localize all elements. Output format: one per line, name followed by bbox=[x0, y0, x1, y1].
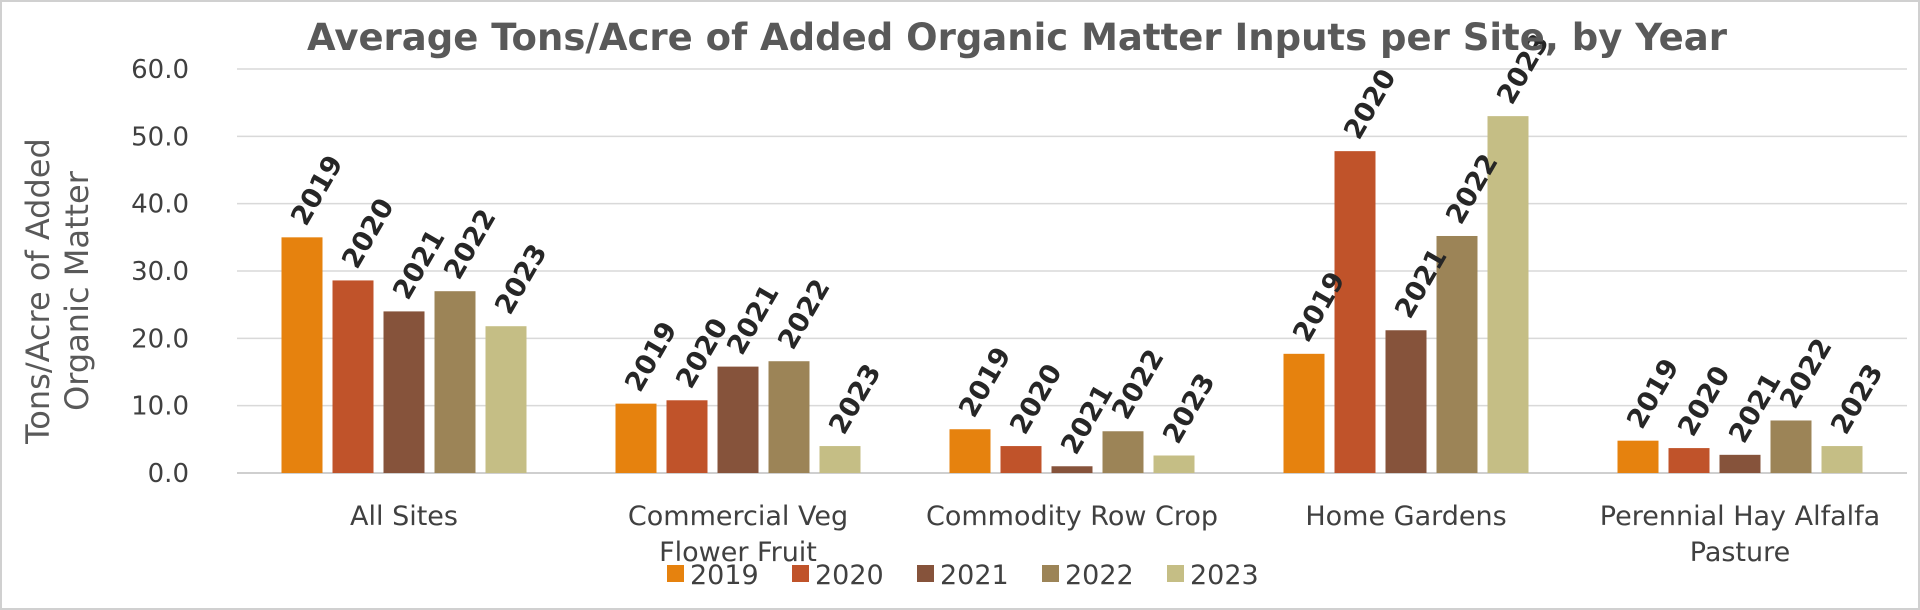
bar-2019 bbox=[949, 429, 991, 473]
bar-2022 bbox=[1436, 235, 1478, 473]
data-label: 2020 bbox=[1004, 359, 1068, 440]
category-label: Home Gardens bbox=[1305, 501, 1506, 532]
bar-2021 bbox=[383, 311, 425, 473]
category-label: Perennial Hay Alfalfa bbox=[1600, 501, 1880, 532]
legend-swatch-2021 bbox=[917, 565, 934, 582]
y-axis-title: Tons/Acre of Added Organic Matter bbox=[19, 138, 96, 445]
category-label: Pasture bbox=[1690, 537, 1791, 568]
bar-2021 bbox=[1385, 330, 1427, 473]
data-label: 2022 bbox=[1106, 344, 1170, 425]
y-tick-label: 60.0 bbox=[131, 55, 189, 85]
data-label: 2019 bbox=[619, 317, 683, 398]
legend-entry: 2022 bbox=[1065, 560, 1134, 591]
bar-2021 bbox=[1719, 454, 1761, 473]
legend-entry: 2021 bbox=[940, 560, 1009, 591]
data-label: 2019 bbox=[285, 150, 349, 231]
bar-2019 bbox=[1617, 440, 1659, 473]
legend: 2019 2020 2021 2022 2023 bbox=[667, 560, 1259, 591]
data-label: 2022 bbox=[1774, 333, 1838, 414]
bar-2019 bbox=[615, 403, 657, 473]
data-label: 2023 bbox=[1825, 359, 1889, 440]
bar-2022 bbox=[434, 291, 476, 473]
bar-2023 bbox=[819, 446, 861, 473]
legend-swatch-2020 bbox=[792, 565, 809, 582]
bar-2022 bbox=[1770, 420, 1812, 473]
y-axis-title-line-1: Tons/Acre of Added bbox=[19, 138, 57, 445]
data-label: 2019 bbox=[953, 342, 1017, 423]
bar-2019 bbox=[281, 237, 323, 473]
bar-2023 bbox=[1821, 446, 1863, 473]
data-label: 2023 bbox=[1157, 368, 1221, 449]
bar-2022 bbox=[1102, 431, 1144, 473]
y-tick-label: 50.0 bbox=[131, 122, 189, 152]
bar-2021 bbox=[1051, 466, 1093, 473]
bar-2023 bbox=[1487, 116, 1529, 473]
category-label: Commercial Veg bbox=[628, 501, 848, 532]
legend-entry: 2019 bbox=[690, 560, 759, 591]
bar-2020 bbox=[666, 400, 708, 473]
y-tick-label: 20.0 bbox=[131, 324, 189, 354]
bar-2023 bbox=[485, 326, 527, 473]
bar-2019 bbox=[1283, 353, 1325, 473]
bar-2020 bbox=[332, 280, 374, 473]
bar-2022 bbox=[768, 361, 810, 473]
data-label: 2023 bbox=[823, 359, 887, 440]
legend-swatch-2022 bbox=[1042, 565, 1059, 582]
bar-2023 bbox=[1153, 455, 1195, 473]
y-axis: 0.0 10.0 20.0 30.0 40.0 50.0 60.0 bbox=[131, 55, 189, 489]
chart-title: Average Tons/Acre of Added Organic Matte… bbox=[307, 16, 1728, 59]
legend-entry: 2020 bbox=[815, 560, 884, 591]
x-axis: All Sites Commercial Veg Flower Fruit Commo… bbox=[350, 501, 1880, 568]
y-tick-label: 30.0 bbox=[131, 257, 189, 287]
bar-2020 bbox=[1000, 446, 1042, 473]
data-label: 2021 bbox=[721, 280, 785, 361]
category-label: Commodity Row Crop bbox=[926, 501, 1218, 532]
bars bbox=[281, 116, 1863, 473]
data-label: 2020 bbox=[336, 193, 400, 274]
y-tick-label: 0.0 bbox=[148, 459, 189, 489]
legend-swatch-2019 bbox=[667, 565, 684, 582]
data-label: 2022 bbox=[772, 274, 836, 355]
legend-swatch-2023 bbox=[1167, 565, 1184, 582]
data-label: 2023 bbox=[489, 239, 553, 320]
y-tick-label: 10.0 bbox=[131, 392, 189, 422]
bar-2020 bbox=[1668, 448, 1710, 473]
bar-2021 bbox=[717, 366, 759, 473]
bar-2020 bbox=[1334, 151, 1376, 473]
category-label: All Sites bbox=[350, 501, 458, 532]
y-axis-title-line-2: Organic Matter bbox=[58, 170, 96, 411]
category-label: Flower Fruit bbox=[659, 537, 817, 568]
data-label: 2020 bbox=[1338, 64, 1402, 145]
y-tick-label: 40.0 bbox=[131, 190, 189, 220]
legend-entry: 2023 bbox=[1190, 560, 1259, 591]
